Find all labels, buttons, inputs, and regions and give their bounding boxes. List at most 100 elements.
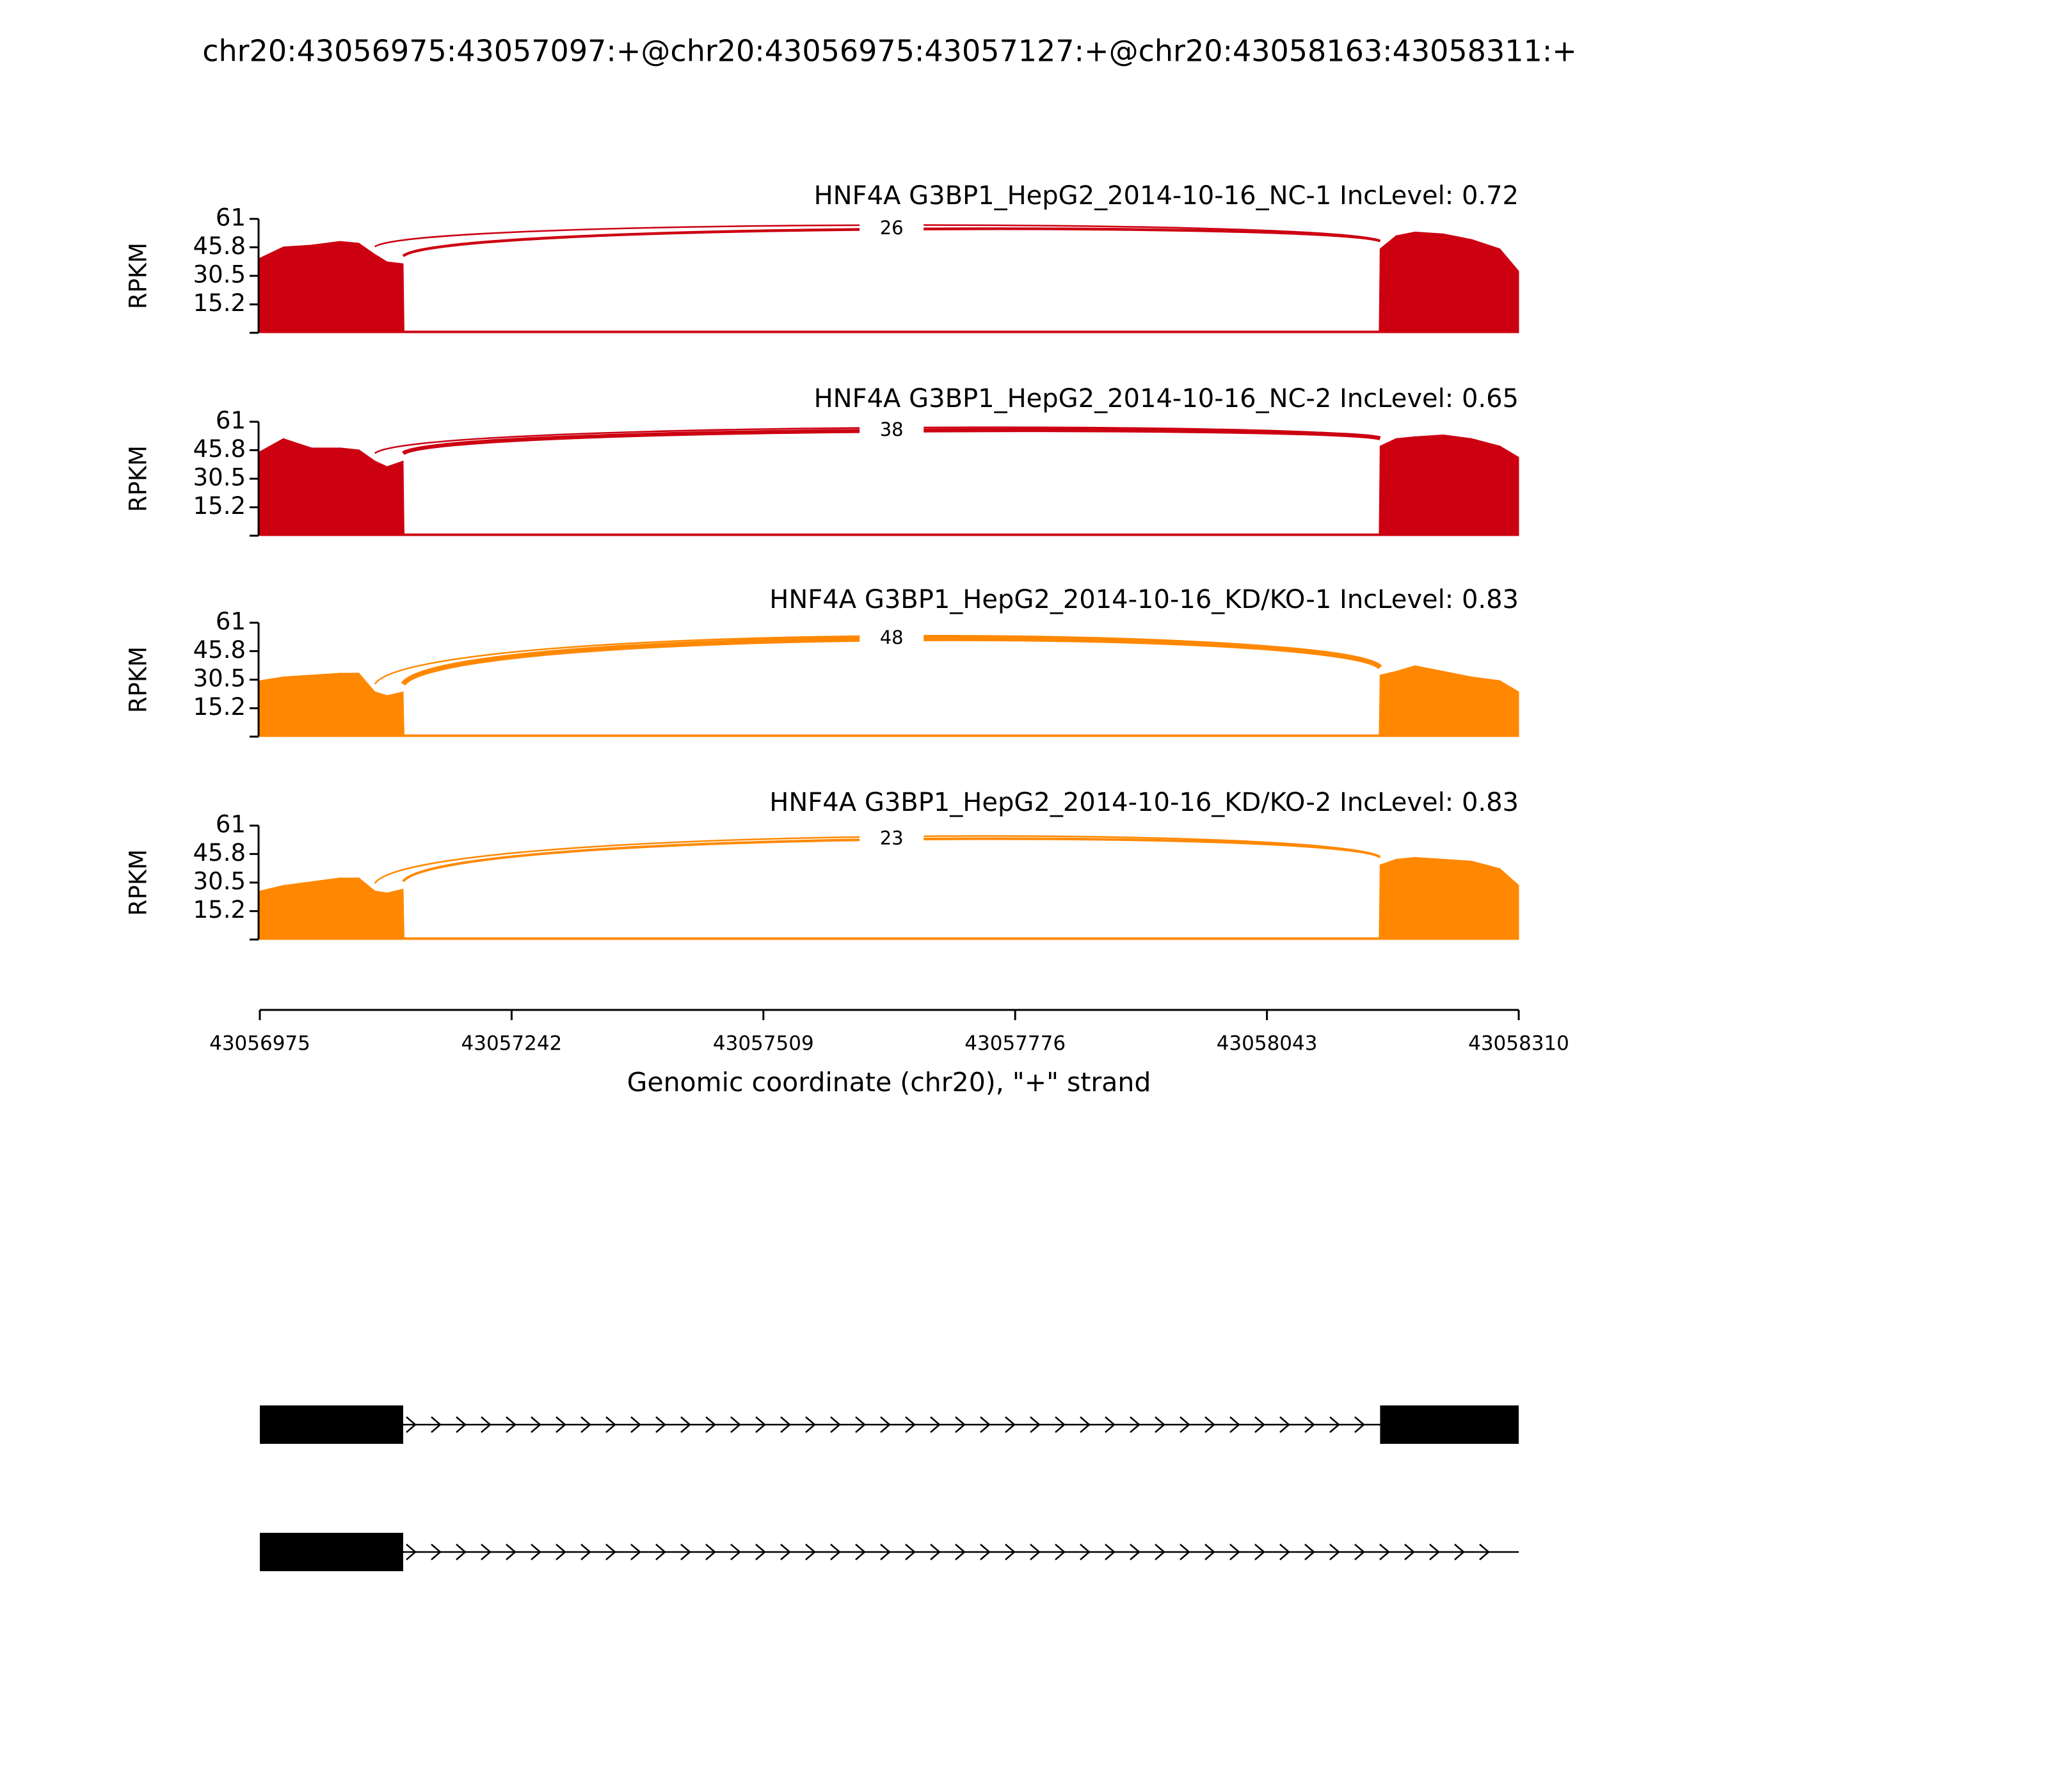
strand-arrow [406,1544,417,1560]
coverage-segment [1500,867,1519,940]
strand-arrow [580,1416,591,1433]
exon [1380,1405,1519,1444]
strand-arrow [630,1416,641,1433]
strand-arrow [830,1416,841,1433]
strand-arrow [680,1416,691,1433]
strand-arrow [406,1416,417,1433]
y-tick-label: 15.2 [193,693,246,721]
strand-arrow [506,1416,516,1433]
coverage-segment [403,330,1380,333]
strand-arrow [855,1544,866,1560]
coverage-segment [311,447,340,536]
x-tick-label: 43057509 [713,1032,814,1055]
strand-arrow [1304,1544,1315,1560]
strand-arrow [431,1544,442,1560]
coverage-segment [1395,665,1416,737]
strand-arrow [1130,1544,1140,1560]
y-tick-label: 30.5 [193,868,246,895]
strand-arrow [456,1544,467,1560]
strand-arrow [1479,1544,1490,1560]
coverage-segment [259,438,284,536]
x-tick-label: 43056975 [209,1032,310,1055]
strand-arrow [655,1416,666,1433]
strand-arrow [1329,1416,1340,1433]
y-axis-label: RPKM [125,243,152,309]
strand-arrow [805,1416,816,1433]
y-tick-label: 61 [216,811,246,838]
y-tick-label: 30.5 [193,665,246,692]
figure-title: chr20:43056975:43057097:+@chr20:43056975… [202,34,1577,68]
coverage-segment [1414,434,1444,536]
coverage-segment [1471,676,1501,737]
coverage-segment [1379,858,1396,940]
coverage-segment [339,673,360,737]
coverage-segment [1379,235,1396,333]
coverage-segment [1395,231,1416,333]
coverage-segment [339,877,360,940]
strand-arrow [930,1544,941,1560]
strand-arrow [905,1416,916,1433]
junction-label-box [860,828,924,850]
coverage-segment [311,241,340,333]
junction-label-box [860,218,924,240]
coverage-segment [1471,438,1501,536]
strand-arrow [630,1544,641,1560]
strand-arrow [880,1544,891,1560]
strand-arrow [1080,1544,1091,1560]
strand-arrow [556,1416,566,1433]
coverage-segment [1443,434,1472,536]
strand-arrow [980,1416,991,1433]
strand-arrow [1005,1544,1016,1560]
coverage-segment [374,890,388,940]
coverage-segment [1500,248,1519,333]
coverage-segment [1471,239,1501,333]
strand-arrow [855,1416,866,1433]
panel-title: HNF4A G3BP1_HepG2_2014-10-16_NC-2 IncLev… [814,384,1519,413]
coverage-segment [283,438,312,536]
strand-arrow [531,1544,541,1560]
strand-arrow [456,1416,467,1433]
strand-arrow [1379,1544,1390,1560]
junction-label-box [860,419,924,441]
strand-arrow [506,1544,516,1560]
strand-arrow [1055,1544,1066,1560]
y-tick-label: 15.2 [193,492,246,520]
coverage-segment [374,253,388,333]
strand-arrow [1005,1416,1016,1433]
strand-arrow [1204,1544,1215,1560]
coverage-segment [387,691,404,737]
coverage-segment [1379,671,1396,737]
junction-label: 48 [880,627,904,648]
strand-arrow [905,1544,916,1560]
y-tick-label: 45.8 [193,636,246,664]
strand-arrow [1080,1416,1091,1433]
coverage-segment [387,888,404,940]
strand-arrow [705,1416,716,1433]
coverage-segment [1414,665,1444,737]
y-tick-label: 61 [216,204,246,232]
y-tick-label: 45.8 [193,839,246,867]
y-axis-label: RPKM [125,445,152,512]
strand-arrow [1354,1544,1365,1560]
coverage-segment [283,244,312,333]
coverage-segment [311,673,340,737]
coverage-segment [387,261,404,333]
strand-arrow [655,1544,666,1560]
junction-label: 23 [880,828,904,849]
coverage-segment [1500,680,1519,737]
strand-arrow [431,1416,442,1433]
panel-title: HNF4A G3BP1_HepG2_2014-10-16_KD/KO-2 Inc… [769,788,1519,817]
strand-arrow [481,1544,492,1560]
coverage-segment [403,937,1380,940]
y-axis-label: RPKM [125,849,152,916]
coverage-segment [1395,857,1416,940]
strand-arrow [1155,1416,1165,1433]
coverage-segment [283,881,312,940]
strand-arrow [1130,1416,1140,1433]
strand-arrow [930,1416,941,1433]
strand-arrow [605,1544,616,1560]
y-tick-label: 15.2 [193,289,246,317]
strand-arrow [556,1544,566,1560]
y-tick-label: 61 [216,407,246,435]
coverage-segment [1471,860,1501,940]
